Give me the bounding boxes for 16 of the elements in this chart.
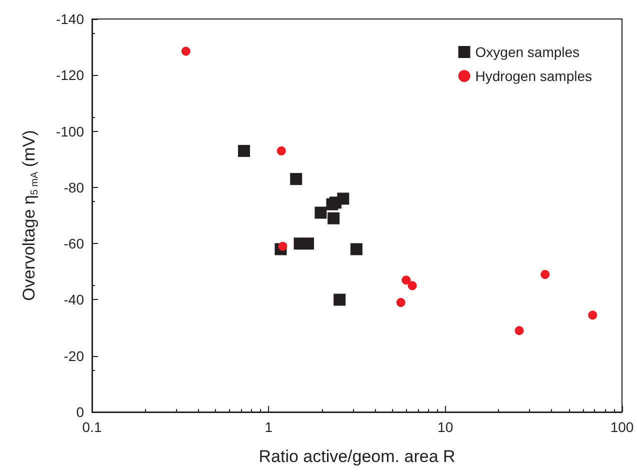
y-axis-title: Overvoltage η5 mA (mV)	[20, 130, 40, 301]
x-tick-label: 10	[438, 419, 454, 435]
y-tick-label: -140	[56, 11, 84, 27]
y-tick-label: -120	[56, 67, 84, 84]
y-tick-label: -100	[56, 123, 84, 140]
y-tick-label: -20	[64, 348, 84, 364]
y-tick-label: -80	[64, 179, 84, 196]
x-tick-label: 1	[264, 419, 273, 435]
y-tick-label: 0	[76, 404, 84, 420]
legend-label: Oxygen samples	[475, 44, 580, 60]
x-tick-label: 0.1	[82, 419, 102, 435]
legend-label: Hydrogen samples	[475, 68, 592, 84]
x-tick-label: 100	[610, 419, 634, 435]
y-tick-label: -60	[64, 236, 84, 252]
y-tick-label: -40	[64, 292, 84, 308]
x-axis-title: Ratio active/geom. area R	[258, 447, 456, 466]
